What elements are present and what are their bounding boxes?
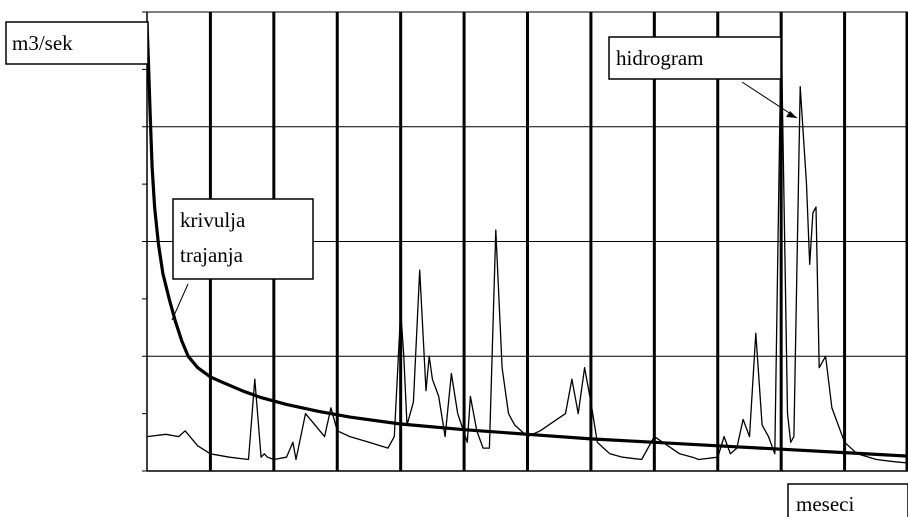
- y-axis-label-box: m3/sek: [5, 21, 149, 65]
- annotation-text-krivulja-line2: trajanja: [180, 243, 244, 267]
- annotation-text-hidrogram: hidrogram: [616, 46, 703, 70]
- series-line-krivulja-trajanja: [145, 23, 908, 458]
- annotation-krivulja-trajanja: krivulja trajanja: [171, 198, 314, 321]
- x-axis-label: meseci: [796, 492, 854, 516]
- y-axis-label-frame: [5, 21, 149, 65]
- x-axis-label-box: meseci: [787, 483, 908, 517]
- annotation-arrowhead-hidrogram: [786, 111, 797, 118]
- annotation-leader-krivulja: [171, 283, 189, 321]
- annotation-box-hidrogram: [608, 36, 782, 80]
- annotation-box-krivulja: [172, 198, 314, 280]
- annotation-hidrogram: hidrogram: [608, 36, 798, 119]
- y-axis-ticks: [142, 11, 147, 472]
- series-line-hidrogram: [146, 28, 908, 464]
- annotation-leader-hidrogram: [741, 81, 798, 119]
- y-axis-label: m3/sek: [12, 31, 73, 55]
- annotation-text-krivulja-line1: krivulja: [180, 208, 246, 232]
- x-axis-label-frame: [787, 483, 908, 517]
